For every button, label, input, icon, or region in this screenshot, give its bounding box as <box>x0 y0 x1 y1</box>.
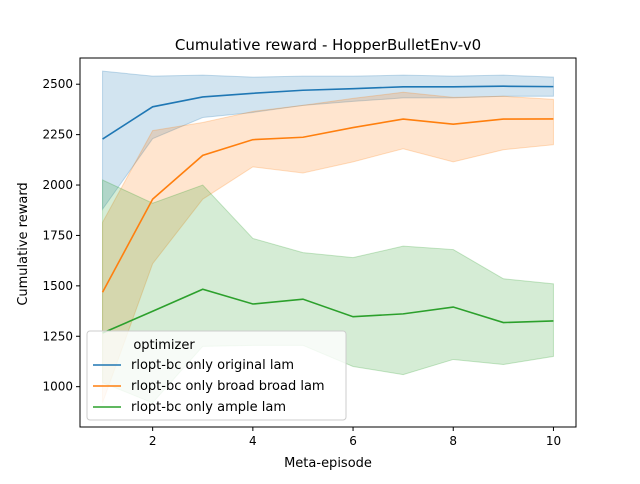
band-series-2 <box>102 91 554 403</box>
y-tick-label: 2250 <box>42 128 73 142</box>
legend-items: rlopt-bc only original lam rlopt-bc only … <box>93 358 325 415</box>
x-tick-label: 4 <box>249 434 257 448</box>
y-tick-label: 1500 <box>42 279 73 293</box>
x-tick-label: 10 <box>546 434 561 448</box>
legend: optimizer rlopt-bc only original lamrlop… <box>86 330 347 421</box>
y-tick-label: 2000 <box>42 178 73 192</box>
legend-title: optimizer <box>133 338 195 353</box>
line-series-2 <box>101 118 554 293</box>
y-tick-label: 1250 <box>42 329 73 343</box>
legend-label-2: rlopt-bc only broad broad lam <box>131 379 325 394</box>
x-tick-label: 8 <box>449 434 457 448</box>
x-tick-label: 6 <box>349 434 357 448</box>
chart-title: Cumulative reward - HopperBulletEnv-v0 <box>175 36 481 54</box>
y-tick-label: 1750 <box>42 228 73 242</box>
line-series-1 <box>102 85 554 140</box>
y-axis-ticks: 1000 1250 1500 1750 2000 2250 2500 <box>42 77 80 394</box>
band-series-1 <box>102 70 554 211</box>
line-series-3 <box>102 288 554 334</box>
plot-frame <box>79 57 577 428</box>
y-tick-label: 2500 <box>42 77 73 91</box>
legend-label-3: rlopt-bc only ample lam <box>131 400 286 415</box>
series-lines <box>101 85 554 334</box>
legend-label-1: rlopt-bc only original lam <box>131 358 294 373</box>
x-axis-label: Meta-episode <box>284 456 372 471</box>
x-axis-ticks: 2 4 6 8 10 <box>149 427 561 448</box>
y-axis-label: Cumulative reward <box>16 182 31 305</box>
legend-box <box>86 330 347 421</box>
y-tick-label: 1000 <box>42 380 73 394</box>
x-tick-label: 2 <box>149 434 157 448</box>
